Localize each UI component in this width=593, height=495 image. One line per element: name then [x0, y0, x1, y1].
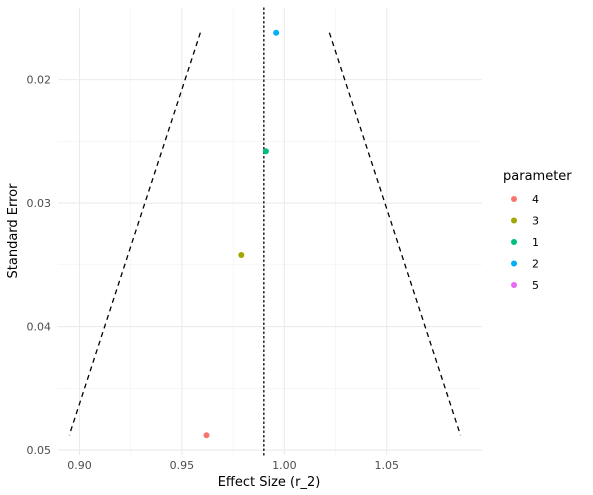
legend-key-5 [511, 282, 517, 288]
legend-label-3: 3 [532, 215, 539, 228]
legend: parameter 4 3 1 2 5 [503, 169, 572, 292]
funnel-left-line [68, 32, 201, 436]
x-tick-label: 1.00 [272, 459, 297, 472]
y-tick-labels: 0.02 0.03 0.04 0.05 [27, 74, 52, 457]
grid-minor [58, 8, 482, 455]
data-point-parameter-3 [238, 251, 245, 258]
legend-key-4 [511, 196, 517, 202]
x-axis-title: Effect Size (r_2) [218, 475, 321, 490]
grid-major [58, 8, 482, 455]
legend-label-5: 5 [532, 279, 539, 292]
x-tick-labels: 0.90 0.95 1.00 1.05 [67, 459, 399, 472]
y-tick-label: 0.05 [27, 444, 52, 457]
legend-items: 4 3 1 2 5 [511, 193, 539, 292]
data-point-parameter-2 [273, 29, 280, 36]
x-tick-label: 0.95 [170, 459, 195, 472]
y-tick-label: 0.04 [27, 321, 52, 334]
legend-label-4: 4 [532, 193, 539, 206]
data-point-parameter-4 [203, 432, 210, 439]
y-axis-title: Standard Error [6, 183, 21, 279]
legend-key-3 [511, 217, 517, 224]
funnel-lines [68, 32, 462, 436]
funnel-right-line [328, 32, 462, 436]
x-tick-label: 0.90 [67, 459, 92, 472]
y-tick-label: 0.03 [27, 197, 52, 210]
data-points [203, 29, 280, 439]
legend-title: parameter [503, 169, 572, 184]
legend-key-2 [511, 260, 517, 267]
y-tick-label: 0.02 [27, 74, 52, 87]
legend-label-1: 1 [532, 236, 539, 249]
legend-label-2: 2 [532, 258, 539, 271]
legend-key-1 [511, 239, 517, 245]
data-point-parameter-1 [262, 148, 269, 155]
x-tick-label: 1.05 [375, 459, 400, 472]
